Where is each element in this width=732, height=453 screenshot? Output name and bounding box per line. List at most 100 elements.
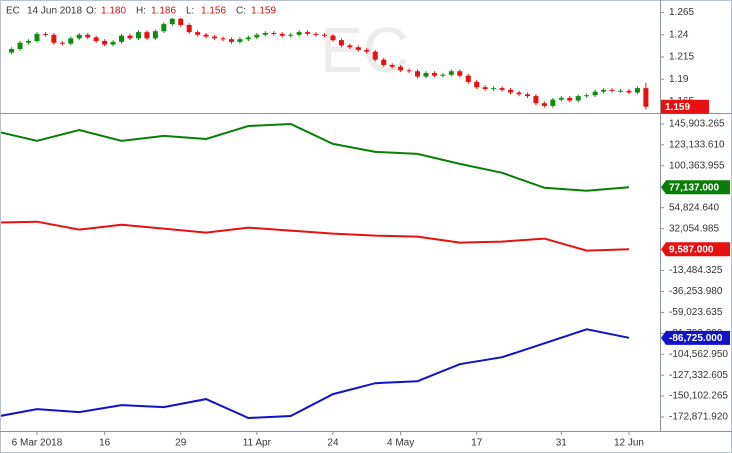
candle-body bbox=[338, 40, 344, 46]
y-tick-label: -127,332.605 bbox=[669, 370, 728, 381]
ohlc-value: 1.156 bbox=[201, 6, 226, 17]
value-tag bbox=[661, 330, 730, 345]
y-tick-label: 54,824.640 bbox=[669, 202, 719, 213]
ohlc-label: L: bbox=[186, 6, 194, 17]
candle-body bbox=[169, 18, 175, 25]
candle-body bbox=[465, 75, 471, 82]
y-tick-label: -36,253.980 bbox=[669, 286, 723, 297]
candle-body bbox=[431, 73, 437, 76]
y-tick-label: 1.24 bbox=[669, 29, 689, 40]
y-tick-label: 1.215 bbox=[669, 52, 694, 63]
series-line bbox=[1, 122, 630, 192]
candle-body bbox=[440, 74, 446, 76]
value-tag-label: 9,587.000 bbox=[669, 244, 714, 255]
x-tick-label: 4 May bbox=[387, 438, 414, 449]
x-tick-label: 11 Apr bbox=[243, 438, 272, 449]
candle-body bbox=[389, 65, 395, 67]
y-tick-label: 1.19 bbox=[669, 74, 689, 85]
ohlc-value: 1.186 bbox=[151, 6, 176, 17]
candle-body bbox=[42, 33, 48, 35]
candle-body bbox=[482, 87, 488, 89]
x-tick-label: 29 bbox=[175, 438, 187, 449]
price-panel bbox=[9, 17, 649, 110]
price-tag-label: 1.159 bbox=[665, 102, 690, 113]
header-bg bbox=[1, 3, 291, 18]
candle-body bbox=[457, 71, 463, 76]
price-tag bbox=[661, 99, 709, 114]
candle-body bbox=[288, 34, 294, 36]
candle-body bbox=[279, 33, 285, 36]
x-tick-label: 24 bbox=[327, 438, 339, 449]
candle-body bbox=[618, 90, 624, 92]
candle-body bbox=[271, 33, 277, 34]
ohlc-value: 1.159 bbox=[251, 6, 276, 17]
candle-body bbox=[119, 35, 125, 42]
candle-body bbox=[364, 49, 370, 52]
candle-body bbox=[195, 32, 201, 35]
candle-body bbox=[85, 34, 91, 38]
candle-body bbox=[491, 88, 497, 90]
y-tick-label: 100,363.955 bbox=[669, 160, 725, 171]
candle-body bbox=[313, 33, 319, 35]
y-tick-label: -13,484.325 bbox=[669, 265, 723, 276]
candle-body bbox=[152, 31, 158, 39]
date: 14 Jun 2018 bbox=[27, 6, 82, 17]
x-tick-label: 12 Jun bbox=[614, 438, 644, 449]
candle-body bbox=[592, 91, 598, 96]
candle-body bbox=[634, 88, 640, 93]
candle-body bbox=[533, 96, 539, 104]
candle-body bbox=[26, 41, 32, 43]
candle-body bbox=[355, 47, 361, 50]
value-tag-label: -86,725.000 bbox=[669, 333, 723, 344]
candle-body bbox=[550, 99, 556, 106]
candle-body bbox=[68, 38, 74, 44]
ohlc-label: O: bbox=[86, 6, 97, 17]
series-line bbox=[1, 220, 630, 252]
candle-body bbox=[584, 95, 590, 97]
y-tick-label: 1.265 bbox=[669, 7, 694, 18]
candle-body bbox=[575, 96, 581, 101]
candle-body bbox=[643, 88, 649, 107]
axes: 1.2651.241.2151.191.165145,903.265123,13… bbox=[12, 7, 730, 449]
candle-body bbox=[415, 71, 421, 77]
candle-body bbox=[161, 24, 167, 32]
candle-body bbox=[423, 73, 429, 77]
candle-body bbox=[220, 38, 226, 40]
candle-body bbox=[541, 103, 547, 106]
candle-body bbox=[322, 34, 328, 36]
y-tick-label: -172,871.920 bbox=[669, 412, 728, 423]
x-tick-label: 31 bbox=[556, 438, 568, 449]
candle-body bbox=[524, 94, 530, 97]
ohlc-value: 1.180 bbox=[101, 6, 126, 17]
candle-body bbox=[262, 33, 268, 35]
candle-body bbox=[626, 90, 632, 93]
x-tick-label: 17 bbox=[471, 438, 483, 449]
candle-body bbox=[398, 66, 404, 71]
x-tick-label: 6 Mar 2018 bbox=[12, 438, 63, 449]
candle-body bbox=[406, 70, 412, 72]
candle-body bbox=[372, 51, 378, 60]
x-tick-label: 16 bbox=[99, 438, 111, 449]
candle-body bbox=[508, 89, 514, 93]
candle-body bbox=[237, 39, 243, 42]
candle-body bbox=[212, 36, 218, 39]
candle-body bbox=[127, 35, 133, 39]
y-tick-label: 32,054.985 bbox=[669, 223, 719, 234]
candle-body bbox=[186, 25, 192, 33]
candle-body bbox=[474, 81, 480, 88]
candle-body bbox=[110, 41, 116, 45]
value-tag-label: 77,137.000 bbox=[669, 182, 719, 193]
indicator-panel bbox=[1, 122, 630, 420]
candle-body bbox=[601, 89, 607, 92]
candle-body bbox=[296, 32, 302, 35]
candle-body bbox=[51, 34, 57, 43]
candle-body bbox=[34, 33, 40, 41]
candle-body bbox=[17, 42, 23, 49]
y-tick-label: -104,562.950 bbox=[669, 349, 728, 360]
candle-body bbox=[135, 32, 141, 39]
candle-body bbox=[609, 89, 615, 91]
candle-body bbox=[59, 42, 65, 44]
ohlc-label: C: bbox=[236, 6, 246, 17]
candle-body bbox=[305, 32, 311, 34]
